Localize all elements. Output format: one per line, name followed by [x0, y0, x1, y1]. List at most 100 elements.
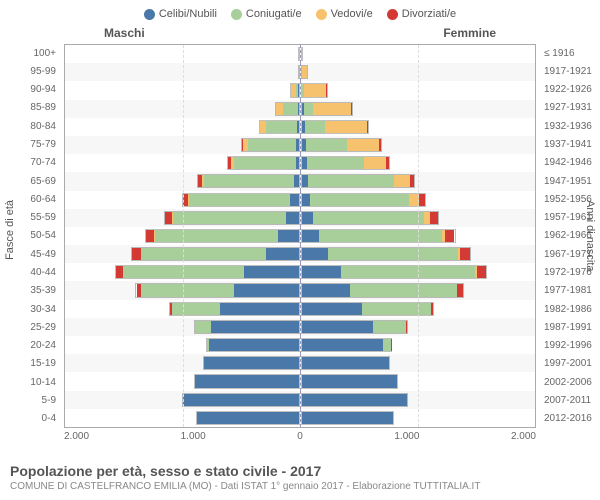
pyramid-row	[65, 172, 535, 190]
seg-1	[141, 284, 234, 296]
chart-source: COMUNE DI CASTELFRANCO EMILIA (MO) - Dat…	[10, 481, 590, 492]
pyramid-row	[65, 300, 535, 318]
birth-label: 1972-1976	[544, 267, 600, 278]
age-label: 80-84	[0, 121, 56, 132]
seg-1	[319, 230, 442, 242]
birth-label: 1982-1986	[544, 304, 600, 315]
seg-1	[173, 212, 286, 224]
seg-0	[302, 412, 394, 424]
bar-male	[194, 320, 300, 334]
bar-female	[301, 302, 435, 316]
legend-label: Vedovi/e	[331, 8, 373, 20]
age-label: 70-74	[0, 157, 56, 168]
x-axis: 2.0001.00001.0002.000	[64, 431, 536, 442]
legend-label: Celibi/Nubili	[159, 8, 217, 20]
birth-label: 2007-2011	[544, 395, 600, 406]
birth-label: 1997-2001	[544, 358, 600, 369]
legend-item: Divorziati/e	[387, 8, 456, 20]
seg-2	[325, 121, 367, 133]
seg-2	[364, 157, 386, 169]
seg-1	[195, 321, 211, 333]
bar-male	[227, 156, 299, 170]
bar-male	[241, 138, 300, 152]
pyramid-row	[65, 245, 535, 263]
age-label: 10-14	[0, 377, 56, 388]
age-label: 20-24	[0, 340, 56, 351]
seg-0	[302, 357, 389, 369]
birth-label: 1922-1926	[544, 84, 600, 95]
bar-female	[301, 47, 303, 61]
seg-0	[302, 284, 351, 296]
bar-male	[197, 174, 299, 188]
pyramid-row	[65, 263, 535, 281]
seg-0	[302, 175, 309, 187]
seg-3	[116, 266, 123, 278]
legend-item: Celibi/Nubili	[144, 8, 217, 20]
birth-label: 2002-2006	[544, 377, 600, 388]
age-label: 60-64	[0, 194, 56, 205]
pyramid-row	[65, 136, 535, 154]
seg-2	[304, 84, 327, 96]
chart-footer: Popolazione per età, sesso e stato civil…	[10, 463, 590, 492]
pyramid-row	[65, 372, 535, 390]
bar-male	[115, 265, 300, 279]
legend-label: Divorziati/e	[402, 8, 456, 20]
seg-0	[290, 194, 298, 206]
seg-2	[302, 66, 307, 78]
age-label: 35-39	[0, 285, 56, 296]
x-tick: 1.000	[394, 431, 419, 442]
bar-male	[194, 374, 300, 388]
birth-label: 1992-1996	[544, 340, 600, 351]
seg-3	[406, 321, 407, 333]
age-label: 95-99	[0, 66, 56, 77]
x-tick: 1.000	[181, 431, 206, 442]
birth-label: 1932-1936	[544, 121, 600, 132]
pyramid-row	[65, 318, 535, 336]
bar-male	[135, 283, 299, 297]
bar-male	[206, 338, 299, 352]
age-label: 45-49	[0, 249, 56, 260]
bar-female	[301, 265, 488, 279]
birth-label: 1957-1961	[544, 212, 600, 223]
seg-1	[304, 103, 313, 115]
seg-0	[297, 121, 298, 133]
bar-male	[298, 47, 300, 61]
birth-label: 2012-2016	[544, 413, 600, 424]
population-pyramid	[64, 44, 536, 428]
bar-female	[301, 393, 409, 407]
pyramid-row	[65, 100, 535, 118]
seg-1	[266, 121, 297, 133]
legend-item: Coniugati/e	[231, 8, 302, 20]
seg-3	[445, 230, 454, 242]
seg-0	[302, 212, 314, 224]
seg-0	[302, 303, 362, 315]
bar-male	[131, 247, 300, 261]
seg-1	[283, 103, 298, 115]
pyramid-row	[65, 336, 535, 354]
seg-1	[308, 175, 393, 187]
birth-label: 1942-1946	[544, 157, 600, 168]
seg-1	[362, 303, 431, 315]
bar-female	[301, 283, 464, 297]
bar-male	[182, 393, 299, 407]
age-label: 5-9	[0, 395, 56, 406]
y-axis-right: ≤ 19161917-19211922-19261927-19311932-19…	[540, 44, 600, 428]
seg-0	[296, 157, 299, 169]
seg-3	[430, 212, 437, 224]
bar-male	[145, 229, 299, 243]
seg-3	[367, 121, 368, 133]
bar-male	[290, 83, 300, 97]
legend-label: Coniugati/e	[246, 8, 302, 20]
seg-1	[155, 230, 278, 242]
x-tick: 2.000	[511, 431, 536, 442]
birth-label: 1937-1941	[544, 139, 600, 150]
birth-label: 1927-1931	[544, 102, 600, 113]
seg-1	[189, 194, 290, 206]
bar-male	[164, 211, 299, 225]
age-label: 15-19	[0, 358, 56, 369]
seg-2	[394, 175, 410, 187]
seg-1	[310, 194, 409, 206]
age-label: 30-34	[0, 304, 56, 315]
age-label: 0-4	[0, 413, 56, 424]
gender-labels: Maschi Femmine	[64, 26, 536, 40]
